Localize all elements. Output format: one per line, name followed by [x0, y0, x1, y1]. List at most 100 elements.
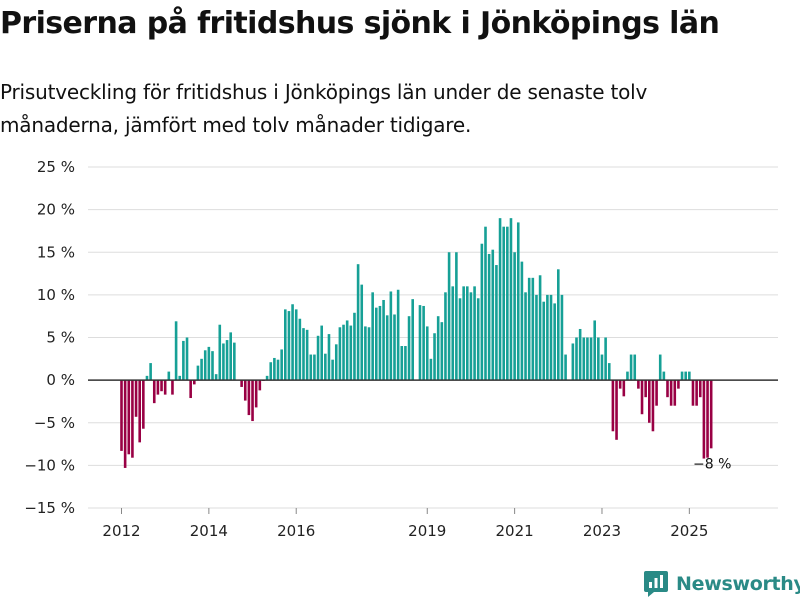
bar	[626, 371, 629, 381]
bar	[684, 371, 687, 381]
bar	[506, 226, 509, 381]
gridlines	[88, 166, 778, 509]
bar	[189, 380, 192, 399]
bar	[487, 253, 491, 381]
newsworthy-logo[interactable]: Newsworthy	[643, 569, 800, 599]
bar	[382, 299, 385, 381]
bar	[680, 371, 684, 381]
bar	[444, 292, 447, 381]
bar	[469, 292, 473, 381]
bar	[658, 354, 662, 381]
bar	[513, 252, 516, 381]
bar	[422, 305, 425, 381]
bar	[553, 303, 556, 381]
bar	[455, 252, 458, 381]
bar	[174, 321, 178, 381]
bar	[524, 292, 527, 381]
bar	[345, 320, 349, 381]
bar	[120, 380, 123, 451]
y-tick-label: 10 %	[37, 286, 75, 304]
bar	[651, 380, 655, 432]
bar	[622, 380, 626, 397]
bar	[149, 363, 152, 381]
bar	[516, 222, 520, 381]
bar	[698, 380, 702, 398]
bar	[400, 346, 404, 381]
bar	[404, 346, 407, 381]
bar	[429, 358, 433, 381]
bar	[418, 305, 422, 381]
bar	[243, 380, 247, 401]
bar	[677, 380, 680, 389]
bar	[134, 380, 138, 417]
bar	[589, 337, 593, 381]
bar	[447, 252, 451, 381]
bar	[294, 309, 298, 381]
bar	[655, 380, 658, 406]
bar	[305, 329, 309, 381]
bar	[618, 380, 622, 389]
bar	[324, 353, 327, 381]
bar	[240, 380, 243, 387]
bar	[287, 311, 291, 381]
bar	[393, 314, 396, 381]
bar	[560, 294, 564, 381]
bar	[229, 332, 232, 381]
x-tick-label: 2025	[670, 522, 708, 540]
bar	[531, 277, 535, 381]
bar	[131, 380, 134, 458]
y-tick-label: −10 %	[24, 456, 75, 474]
bar	[375, 307, 378, 381]
bar	[364, 326, 367, 381]
bar	[138, 380, 141, 443]
newsworthy-logo-text: Newsworthy	[676, 573, 800, 595]
bar	[466, 286, 469, 381]
bar	[549, 294, 553, 381]
x-tick-label: 2014	[190, 522, 228, 540]
bar	[557, 269, 560, 381]
bar	[538, 275, 542, 381]
bar	[407, 316, 411, 381]
bar	[298, 318, 302, 381]
bar	[546, 294, 549, 381]
bar	[451, 286, 455, 381]
x-tick-label: 2016	[277, 522, 315, 540]
bar	[607, 363, 611, 381]
bar	[491, 249, 495, 381]
bar	[327, 334, 331, 381]
bar	[527, 277, 531, 381]
bar	[273, 357, 276, 381]
bar	[320, 325, 323, 381]
bars	[120, 218, 713, 468]
bar	[316, 335, 320, 381]
x-axis: 2012 2014 2016 2019 2021 2023 2025	[102, 508, 708, 540]
bar	[637, 380, 640, 389]
bar	[222, 343, 225, 381]
bar	[396, 289, 400, 381]
bar	[247, 380, 251, 416]
bar	[218, 324, 222, 381]
y-tick-label: 0 %	[46, 371, 75, 389]
bar	[640, 380, 644, 415]
bar	[142, 380, 145, 429]
x-tick-label: 2019	[408, 522, 446, 540]
y-tick-label: −5 %	[34, 414, 75, 432]
bar	[338, 327, 342, 381]
bar	[371, 292, 374, 381]
bar	[360, 284, 364, 381]
chart-subtitle: Prisutveckling för fritidshus i Jönköpin…	[0, 80, 648, 137]
bar	[193, 380, 196, 385]
bar	[542, 301, 546, 381]
bar	[171, 380, 174, 395]
bar	[571, 343, 575, 381]
bar	[633, 354, 637, 381]
bar	[586, 337, 589, 381]
bar	[200, 358, 203, 381]
bar	[342, 324, 345, 381]
newsworthy-logo-icon	[644, 571, 668, 597]
bar	[673, 380, 677, 406]
bar	[484, 226, 487, 381]
bar	[564, 354, 567, 381]
y-tick-label: −15 %	[24, 499, 75, 517]
bar	[440, 322, 444, 381]
